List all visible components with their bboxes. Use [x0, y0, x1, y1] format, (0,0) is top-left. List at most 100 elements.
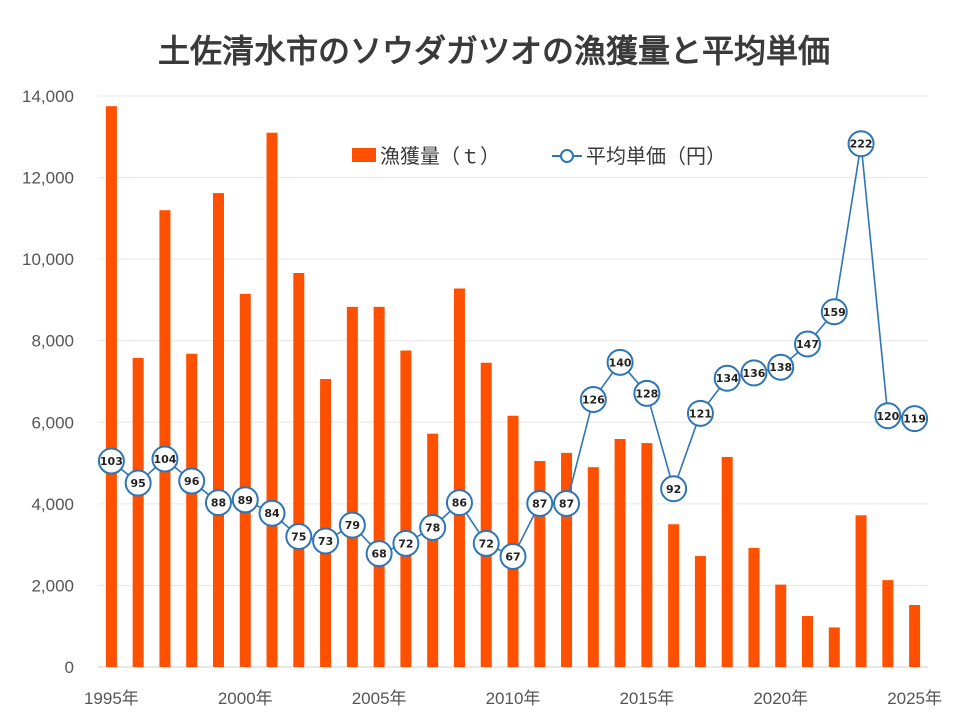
price-data-label: 73	[318, 535, 333, 548]
bar	[587, 467, 599, 667]
price-point	[124, 469, 152, 497]
price-data-label: 96	[184, 475, 200, 488]
bar	[453, 288, 465, 667]
bar	[561, 452, 573, 667]
legend-line-marker	[560, 149, 574, 163]
price-data-label: 88	[211, 497, 226, 510]
y-axis-ticks: 0 2,000 4,000 6,000 8,000 10,000 12,000 14,000	[22, 87, 74, 677]
price-point	[713, 364, 741, 392]
price-data-label: 136	[742, 367, 765, 380]
price-point	[874, 402, 902, 430]
price-point	[579, 385, 607, 413]
bar	[320, 379, 332, 667]
price-data-label: 72	[398, 537, 413, 550]
price-data-label: 103	[100, 455, 123, 468]
x-tick-label: 2025年	[887, 689, 942, 708]
bar	[694, 556, 706, 667]
bar	[748, 547, 760, 667]
price-data-label: 92	[666, 483, 681, 496]
price-data-label: 79	[345, 519, 360, 532]
price-point	[553, 489, 581, 517]
x-tick-label: 2015年	[619, 689, 674, 708]
bar	[828, 627, 840, 667]
price-data-label: 78	[425, 522, 440, 535]
price-data-label: 121	[689, 407, 712, 420]
bar	[373, 306, 385, 667]
y-tick-label: 2,000	[31, 576, 74, 595]
price-point	[258, 499, 286, 527]
price-data-label: 128	[635, 387, 658, 400]
bar	[534, 461, 546, 667]
y-tick-label: 12,000	[22, 169, 74, 188]
legend: 漁獲量（ｔ） 平均単価（円）	[352, 144, 726, 168]
price-data-label: 134	[716, 372, 739, 385]
bar	[882, 580, 894, 667]
bar-series	[105, 106, 921, 668]
price-data-label: 126	[582, 393, 605, 406]
price-data-label: 120	[876, 410, 899, 423]
price-point	[419, 514, 447, 542]
line-series: 103 95 104 96 88 89 84 75 73 79 68 72 78 86 72 67 87 87 12…	[97, 130, 929, 570]
y-tick-label: 8,000	[31, 332, 74, 351]
price-data-label: 104	[153, 453, 176, 466]
x-tick-label: 1995年	[84, 689, 139, 708]
bar	[400, 350, 412, 667]
price-point	[847, 130, 875, 158]
price-data-label: 84	[264, 507, 280, 520]
price-point	[901, 405, 929, 433]
bar	[239, 293, 251, 667]
price-point	[151, 445, 179, 473]
bar	[346, 306, 358, 667]
y-tick-label: 14,000	[22, 87, 74, 106]
y-tick-label: 4,000	[31, 495, 74, 514]
bar	[159, 210, 171, 667]
bar	[721, 456, 733, 667]
bar	[132, 357, 144, 667]
y-tick-label: 0	[65, 658, 74, 677]
price-point	[794, 330, 822, 358]
bar	[668, 524, 680, 667]
y-tick-label: 10,000	[22, 250, 74, 269]
chart-title: 土佐清水市のソウダガツオの漁獲量と平均単価	[158, 32, 830, 70]
price-data-label: 68	[371, 548, 386, 561]
bar	[775, 584, 787, 667]
x-tick-label: 2000年	[218, 689, 273, 708]
bar	[507, 415, 519, 667]
price-point	[97, 447, 125, 475]
price-point	[526, 489, 554, 517]
x-axis-ticks: 1995年 2000年 2005年 2010年 2015年 2020年 2025年	[84, 689, 942, 708]
bar	[909, 605, 921, 667]
price-point	[660, 475, 688, 503]
price-point	[392, 529, 420, 557]
bar	[266, 132, 278, 667]
bar	[614, 439, 626, 667]
price-data-label: 138	[769, 361, 792, 374]
price-data-label: 89	[238, 494, 253, 507]
price-data-label: 87	[532, 497, 547, 510]
price-point	[338, 511, 366, 539]
bar	[293, 273, 305, 667]
price-point	[204, 489, 232, 517]
bar	[480, 362, 492, 667]
legend-bar-label: 漁獲量（ｔ）	[380, 144, 500, 168]
price-data-label: 147	[796, 338, 819, 351]
legend-line-label: 平均単価（円）	[586, 144, 726, 168]
bar	[427, 433, 439, 667]
price-point	[365, 540, 393, 568]
bar	[105, 106, 117, 668]
price-point	[178, 467, 206, 495]
price-data-label: 119	[903, 413, 926, 426]
price-point	[606, 348, 634, 376]
price-point	[312, 527, 340, 555]
price-point	[231, 486, 259, 514]
price-data-label: 72	[479, 537, 494, 550]
price-point	[445, 489, 473, 517]
price-point	[499, 542, 527, 570]
price-data-label: 222	[850, 138, 873, 151]
price-point	[686, 399, 714, 427]
bar	[855, 515, 867, 667]
price-point	[472, 529, 500, 557]
x-tick-label: 2010年	[486, 689, 541, 708]
price-point	[820, 298, 848, 326]
